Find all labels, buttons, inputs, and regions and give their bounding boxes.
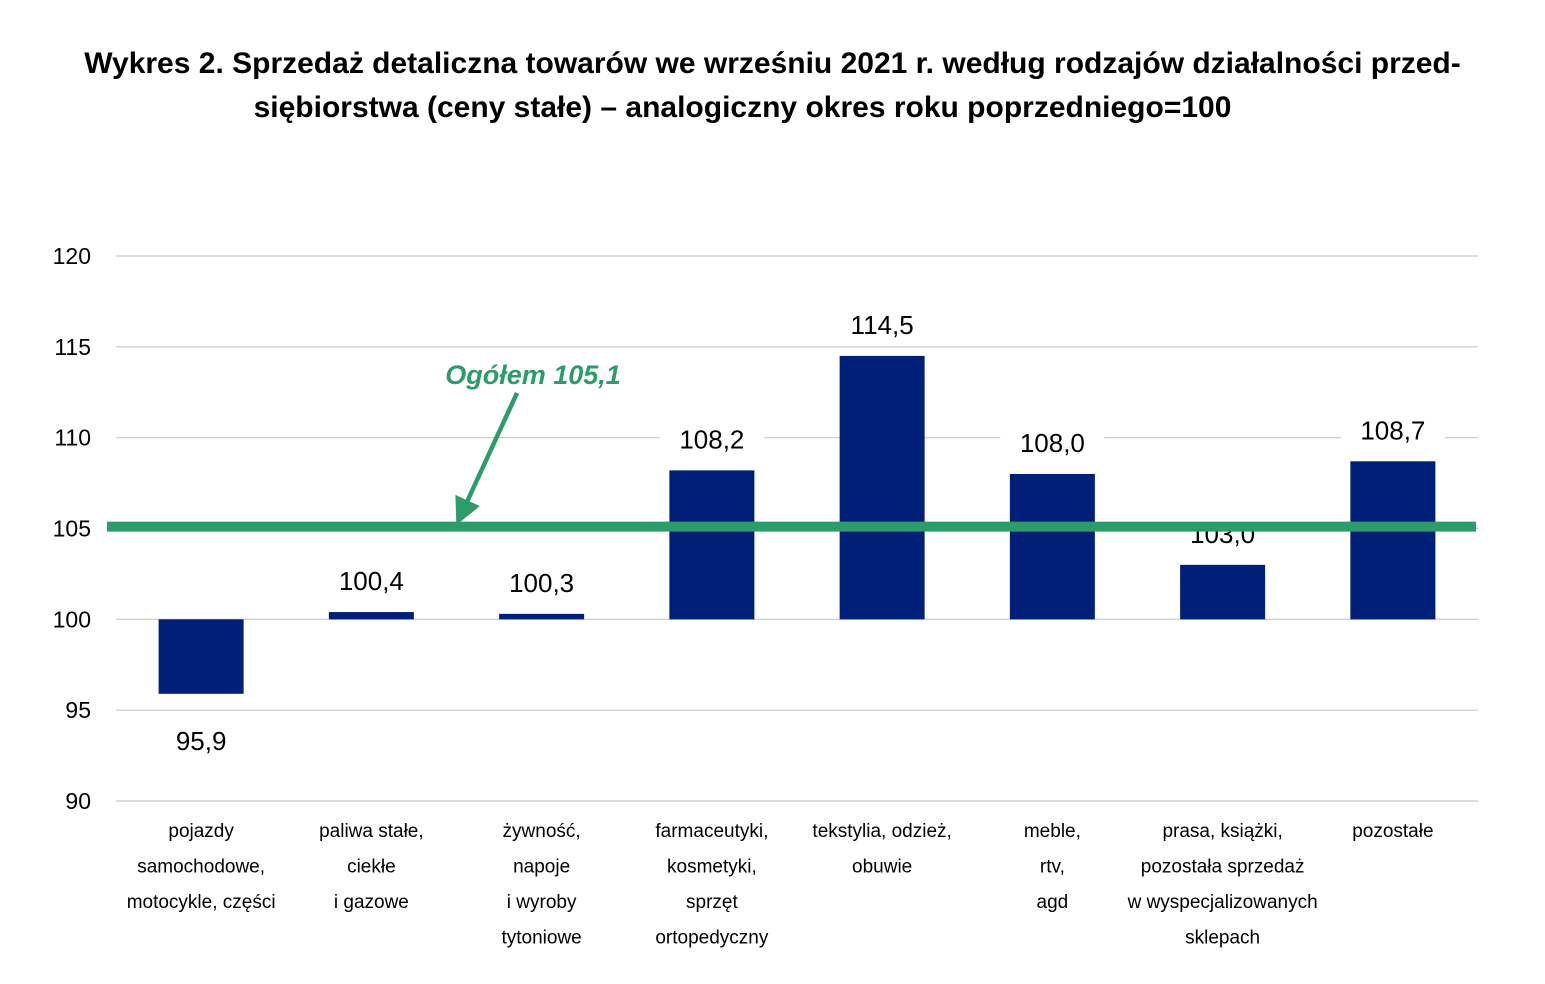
data-label-background [149,721,254,758]
data-label-background [489,563,594,600]
data-label: 108,2 [679,424,744,454]
data-label: 108,0 [1020,428,1085,458]
y-tick-label: 120 [53,243,91,269]
category-label-line: sklepach [1185,928,1260,949]
data-label-background [1340,411,1445,448]
reference-arrow [455,392,520,525]
data-label: 100,4 [339,566,404,596]
category-label-line: pojazdy [168,821,234,842]
bar [839,355,925,620]
reference-label: Ogółem 105,1 [445,360,621,390]
category-label-line: kosmetyki, [667,857,757,878]
category-label-line: agd [1037,892,1069,913]
y-tick-label: 110 [54,425,91,451]
bar [328,612,414,620]
category-label-line: farmaceutyki, [655,821,768,842]
category-label: pozostałe [1352,821,1433,842]
bars [158,355,1436,694]
data-label-background [830,305,935,342]
x-axis-categories: pojazdy samochodowe, motocykle, części pali… [127,821,1434,949]
category-label: prasa, książki, pozostała sprzedaż w wyspe… [1127,821,1318,949]
chart-title: Wykres 2. Sprzedaż detaliczna towarów we… [0,42,1545,130]
data-label-background [319,562,424,599]
category-label-line: pozostałe [1352,821,1433,842]
category-label: pojazdy samochodowe, motocykle, części [127,821,276,913]
category-label-line: ciekłe [347,857,396,878]
category-label-line: i gazowe [334,892,409,913]
data-label: 95,9 [176,726,227,756]
category-label-line: paliwa stałe, [319,821,424,842]
category-label: żywność, napoje i wyroby tytoniowe [501,821,581,949]
category-label-line: i wyroby [507,892,577,913]
bar [499,613,585,620]
data-label: 100,3 [509,568,574,598]
category-label-line: w wyspecjalizowanych [1127,892,1318,913]
category-label-line: ortopedyczny [655,928,769,949]
category-label-line: tytoniowe [501,928,581,949]
category-label-line: tekstylia, odzież, [812,821,951,842]
category-label-line: napoje [513,857,570,878]
bar [1009,474,1095,620]
category-label-line: sprzęt [686,892,738,913]
category-label-line: prasa, książki, [1162,821,1282,842]
chart-title-line-2: siębiorstwa (ceny stałe) – analogiczny o… [253,91,1232,124]
chart-title-line-1: Wykres 2. Sprzedaż detaliczna towarów we… [84,47,1461,80]
data-label-background [1170,514,1275,551]
bar [669,470,755,620]
category-label-line: rtv, [1040,857,1065,878]
category-label: tekstylia, odzież, obuwie [812,821,951,878]
bar [1180,564,1266,620]
y-tick-label: 90 [65,788,91,814]
category-label: farmaceutyki, kosmetyki, sprzęt ortopedyczn… [655,821,769,949]
category-label-line: samochodowe, [137,857,265,878]
y-tick-label: 115 [54,334,91,360]
category-label-line: motocykle, części [127,892,276,913]
y-tick-label: 100 [53,606,91,632]
data-label: 114,5 [851,310,914,340]
bar [158,619,244,694]
category-label-line: obuwie [852,857,912,878]
category-label-line: pozostała sprzedaż [1141,857,1305,878]
category-label-line: meble, [1024,821,1081,842]
y-tick-label: 95 [65,697,91,723]
category-label-line: żywność, [503,821,581,842]
bar [1350,461,1436,620]
y-axis: 90 95 100 105 110 115 120 [53,243,91,814]
reference: Ogółem 105,1 [107,360,1476,532]
category-label: meble, rtv, agd [1024,821,1081,913]
category-label: paliwa stałe, ciekłe i gazowe [319,821,424,913]
data-label: 108,7 [1360,415,1425,445]
data-label-background [1000,424,1105,460]
y-tick-label: 105 [53,516,91,542]
data-label-background [659,420,764,457]
